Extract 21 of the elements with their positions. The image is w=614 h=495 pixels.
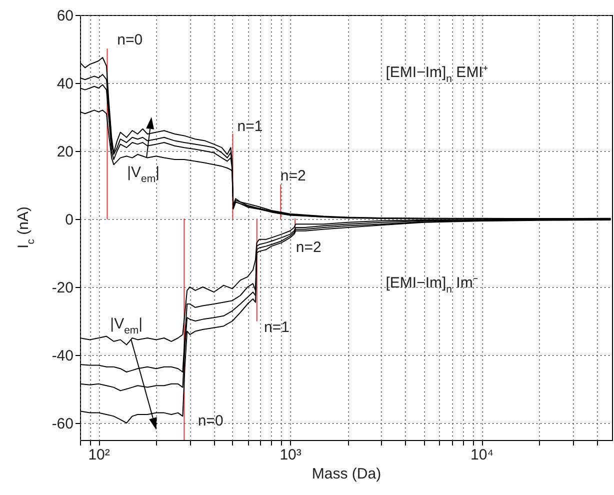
- x-axis-title: Mass (Da): [312, 466, 382, 482]
- y-tick-label: 40: [56, 76, 74, 92]
- y-tick-label: 20: [56, 144, 74, 160]
- y-tick-label: -40: [52, 348, 74, 364]
- annotation: n=0: [117, 31, 143, 48]
- x-tick-label: 10³: [280, 446, 302, 464]
- y-tick-label: 0: [65, 212, 74, 228]
- annotation: [EMI−Im]$_{n}$ Im⁻: [386, 274, 478, 296]
- annotation: |V$_{em}$|: [127, 164, 160, 185]
- y-tick-label: -20: [52, 280, 74, 296]
- annotation: n=0: [198, 412, 224, 430]
- y-tick-label: 60: [56, 8, 74, 24]
- annotation: [EMI−Im]$_{n}$ EMI⁺: [386, 64, 488, 85]
- x-tick-label: 10⁴: [470, 446, 494, 464]
- annotation: |V$_{em}$|: [110, 315, 143, 336]
- y-tick-label: -60: [52, 416, 74, 432]
- annotation: n=2: [280, 167, 306, 184]
- annotation: n=2: [296, 238, 322, 256]
- annotation: n=1: [237, 118, 263, 136]
- annotation: n=1: [264, 318, 290, 336]
- x-tick-label: 10²: [88, 446, 110, 464]
